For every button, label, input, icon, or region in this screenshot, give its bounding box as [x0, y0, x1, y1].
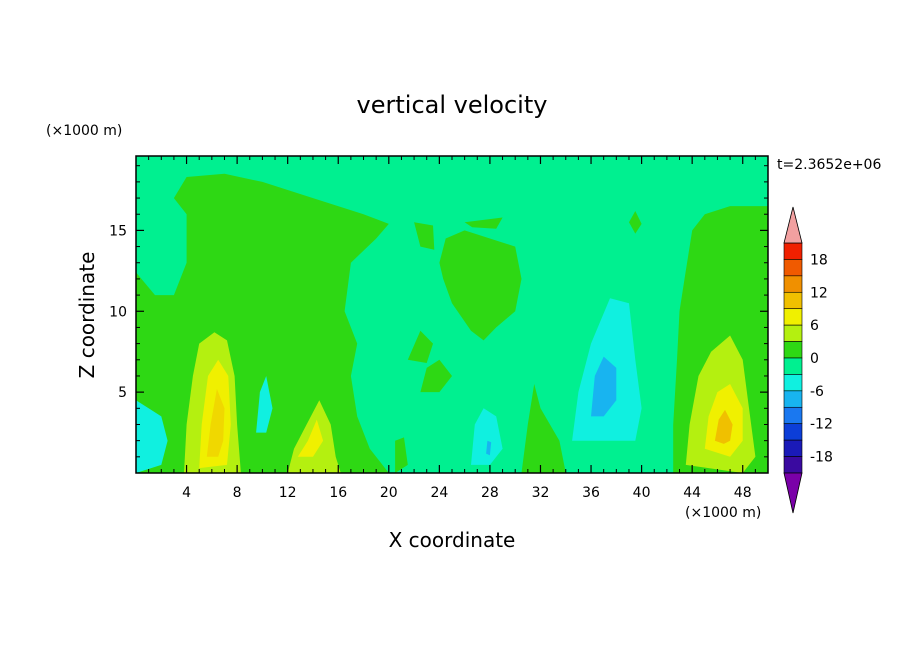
- y-axis-label: Z coordinate: [75, 252, 99, 379]
- colorbar-label: 12: [810, 285, 828, 301]
- colorbar-swatch: [783, 324, 803, 342]
- colorbar-label: 6: [810, 318, 819, 334]
- colorbar-swatch: [783, 308, 803, 326]
- y-tick-label: 10: [109, 304, 127, 320]
- positive-region: [407, 330, 433, 363]
- colorbar-swatch: [783, 291, 803, 310]
- x-axis-label: X coordinate: [389, 528, 516, 552]
- x-tick-label: 40: [633, 485, 651, 501]
- positive-region: [521, 384, 566, 473]
- colorbar-min-arrow: [783, 472, 803, 514]
- colorbar-swatch: [783, 390, 803, 408]
- contour-fills: [136, 156, 768, 474]
- colorbar-swatch: [783, 357, 803, 375]
- y-tick-label: 5: [118, 385, 127, 401]
- x-tick-label: 20: [380, 485, 398, 501]
- x-tick-label: 12: [279, 485, 297, 501]
- colorbar-swatch: [783, 242, 803, 260]
- downdraft-core: [591, 356, 617, 417]
- colorbar-label: 18: [810, 252, 828, 268]
- x-tick-label: 24: [430, 485, 448, 501]
- x-tick-label: 32: [532, 485, 550, 501]
- colorbar-swatch: [783, 275, 803, 293]
- colorbar-swatch: [783, 439, 803, 457]
- downdraft-contour: [256, 376, 273, 433]
- x-tick-label: 36: [582, 485, 600, 501]
- colorbar: 18 12 6 0 -6 -12 -18: [783, 206, 833, 514]
- x-tick-label: 48: [734, 485, 752, 501]
- x-ticks: 4 8 12 16 20 24 28 32 36 40 44 48: [148, 156, 756, 501]
- positive-region: [395, 437, 408, 473]
- x-tick-label: 28: [481, 485, 499, 501]
- colorbar-swatch: [783, 341, 803, 359]
- chart-title: vertical velocity: [357, 91, 548, 119]
- positive-region: [464, 217, 503, 229]
- colorbar-label: -18: [810, 450, 833, 466]
- updraft-core: [206, 388, 225, 457]
- colorbar-label: -6: [810, 384, 824, 400]
- y-ticks: 5 10 15: [109, 165, 768, 458]
- downdraft-contour: [136, 400, 168, 473]
- x-tick-label: 44: [683, 485, 701, 501]
- positive-region: [420, 359, 452, 393]
- x-tick-label: 4: [182, 485, 191, 501]
- colorbar-swatch: [783, 456, 803, 474]
- colorbar-swatch: [783, 259, 803, 277]
- colorbar-label: 0: [810, 351, 819, 367]
- time-label: t=2.3652e+06: [777, 157, 881, 173]
- updraft-contour: [297, 419, 324, 457]
- colorbar-swatch: [783, 406, 803, 425]
- y-unit-label: (×1000 m): [46, 123, 122, 139]
- x-unit-label: (×1000 m): [685, 505, 761, 521]
- downdraft-contour: [471, 408, 503, 465]
- colorbar-swatch: [783, 374, 803, 392]
- positive-region: [629, 211, 642, 234]
- positive-region: [439, 230, 522, 341]
- x-tick-label: 16: [329, 485, 347, 501]
- downdraft-core: [486, 440, 492, 456]
- updraft-core: [714, 409, 733, 444]
- positive-region: [414, 222, 435, 250]
- y-tick-label: 15: [109, 223, 127, 239]
- x-tick-label: 8: [233, 485, 242, 501]
- colorbar-label: -12: [810, 417, 833, 433]
- neutral-region: [136, 156, 168, 287]
- colorbar-max-arrow: [783, 206, 803, 244]
- colorbar-swatch: [783, 423, 803, 441]
